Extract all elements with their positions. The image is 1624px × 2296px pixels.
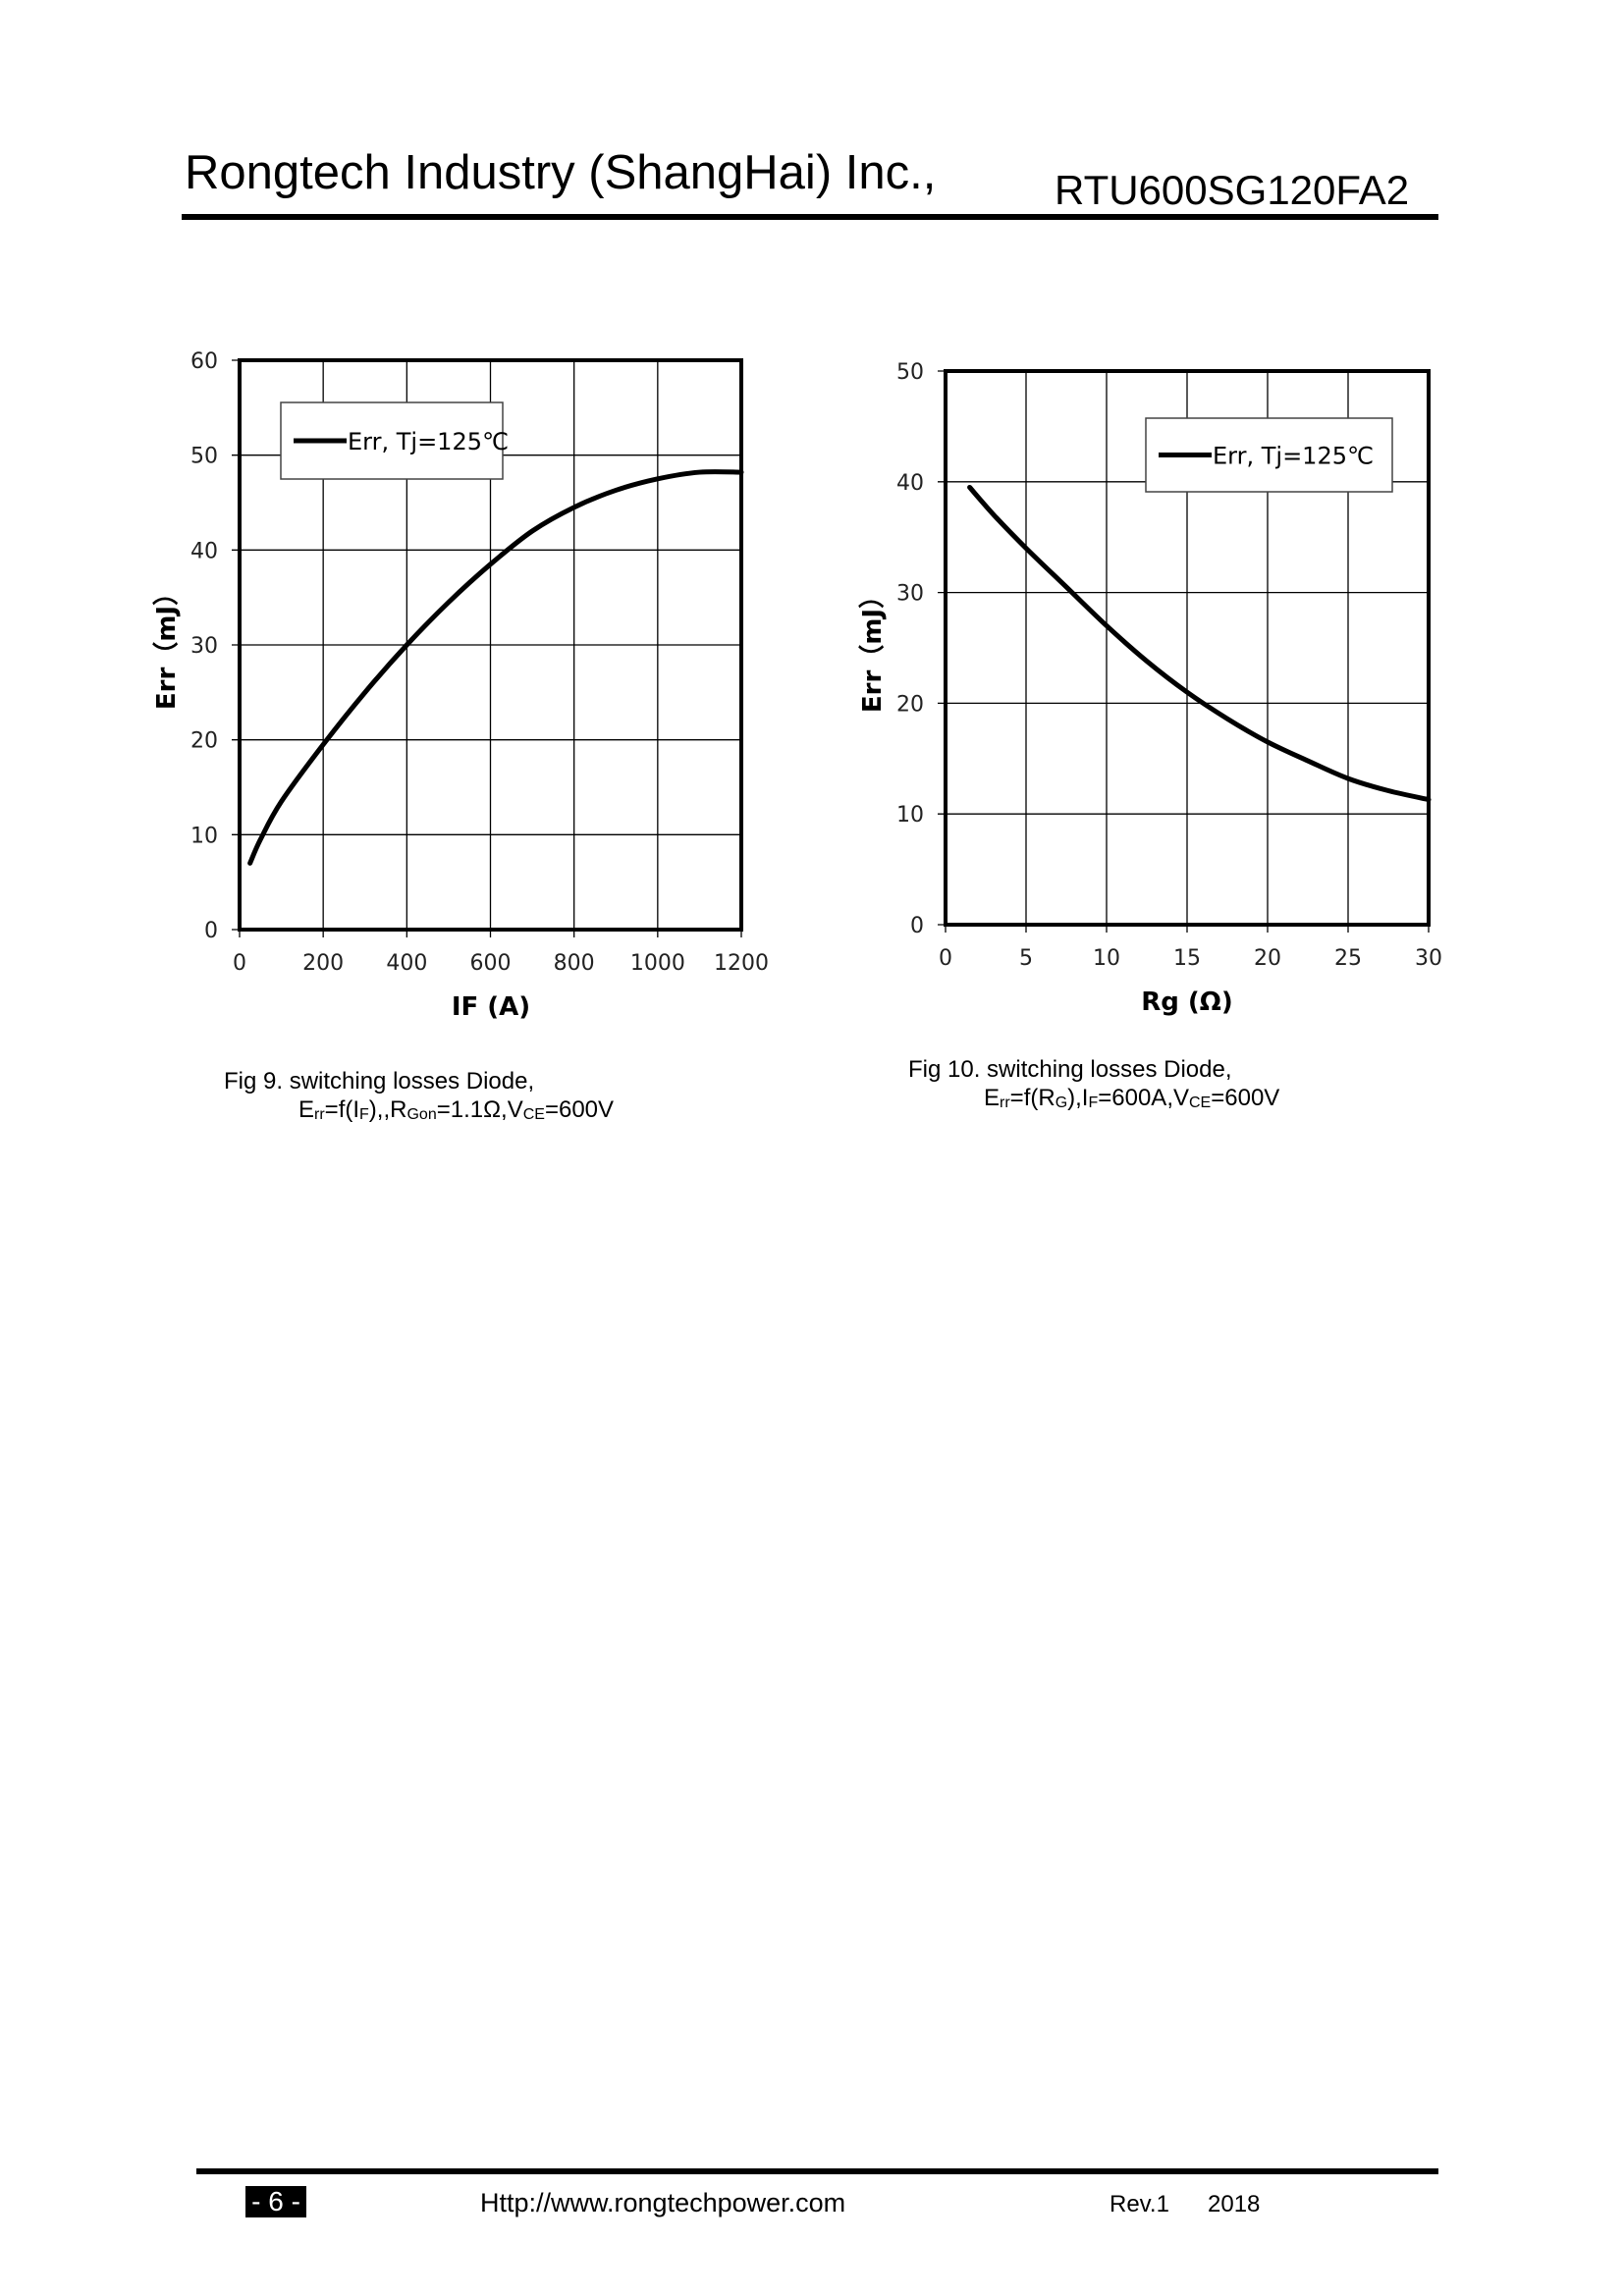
x-tick-label: 1200	[714, 951, 769, 976]
y-tick-label: 40	[190, 539, 218, 563]
legend: Err, Tj=125℃	[1145, 417, 1393, 493]
x-tick-label: 800	[554, 951, 595, 976]
footer-url[interactable]: Http://www.rongtechpower.com	[480, 2188, 846, 2217]
x-tick-label: 5	[1019, 946, 1033, 971]
fig9-caption-line1: Fig 9. switching losses Diode,	[224, 1068, 535, 1095]
year: 2018	[1208, 2191, 1261, 2217]
y-tick-label: 30	[190, 634, 218, 659]
plot-frame	[944, 369, 1431, 927]
series-line	[247, 469, 744, 866]
y-tick-label: 30	[896, 582, 924, 607]
x-axis-label: IF (A)	[452, 992, 530, 1022]
fig9-caption-line2: Err=f(IF),,RGon=1.1Ω,VCE=600V	[298, 1096, 615, 1123]
x-tick-label: 30	[1415, 946, 1442, 971]
x-tick-label: 15	[1173, 946, 1201, 971]
footer-rule	[196, 2168, 1438, 2174]
legend-label: Err, Tj=125℃	[1213, 443, 1374, 470]
x-tick-label: 0	[939, 946, 952, 971]
part-number: RTU600SG120FA2	[1055, 167, 1410, 213]
fig10-caption-line1: Fig 10. switching losses Diode,	[908, 1056, 1232, 1083]
x-tick-label: 10	[1093, 946, 1120, 971]
y-tick-label: 0	[910, 914, 924, 938]
y-tick-label: 20	[190, 729, 218, 754]
plot-frame	[238, 358, 743, 932]
y-tick-label: 10	[190, 824, 218, 848]
x-tick-label: 200	[302, 951, 344, 976]
revision: Rev.1	[1110, 2191, 1169, 2217]
header-rule	[182, 214, 1438, 220]
y-tick-label: 0	[204, 919, 218, 943]
y-tick-label: 20	[896, 692, 924, 717]
x-tick-label: 25	[1334, 946, 1362, 971]
chart-2: 0 5 10 15 20 25 30 0 10 20 30 40 50 Err, Tj=125℃ Rg (Ω…	[858, 360, 1442, 1017]
fig10-caption-line2: Err=f(RG),IF=600A,VCE=600V	[984, 1085, 1280, 1111]
y-axis-label: Err（mJ）	[858, 583, 888, 713]
y-tick-label: 60	[190, 349, 218, 374]
x-tick-label: 600	[470, 951, 512, 976]
x-tick-label: 20	[1254, 946, 1281, 971]
chart-1: 0 200 400 600 800 1000 1200 0 10 20 30 40 50 60 Err, T…	[152, 349, 769, 1022]
company-name: Rongtech Industry (ShangHai) Inc.,	[185, 146, 937, 199]
series-line	[967, 484, 1432, 803]
legend-label: Err, Tj=125℃	[348, 428, 509, 455]
y-tick-label: 10	[896, 803, 924, 828]
x-axis-label: Rg (Ω)	[1141, 988, 1233, 1017]
y-tick-label: 50	[190, 445, 218, 469]
x-tick-label: 0	[233, 951, 246, 976]
legend: Err, Tj=125℃	[280, 401, 509, 480]
y-tick-label: 50	[896, 360, 924, 385]
y-tick-label: 40	[896, 471, 924, 496]
page-number: - 6 -	[245, 2186, 306, 2217]
y-axis-label: Err（mJ）	[152, 580, 182, 710]
x-tick-label: 1000	[630, 951, 685, 976]
x-tick-label: 400	[386, 951, 427, 976]
